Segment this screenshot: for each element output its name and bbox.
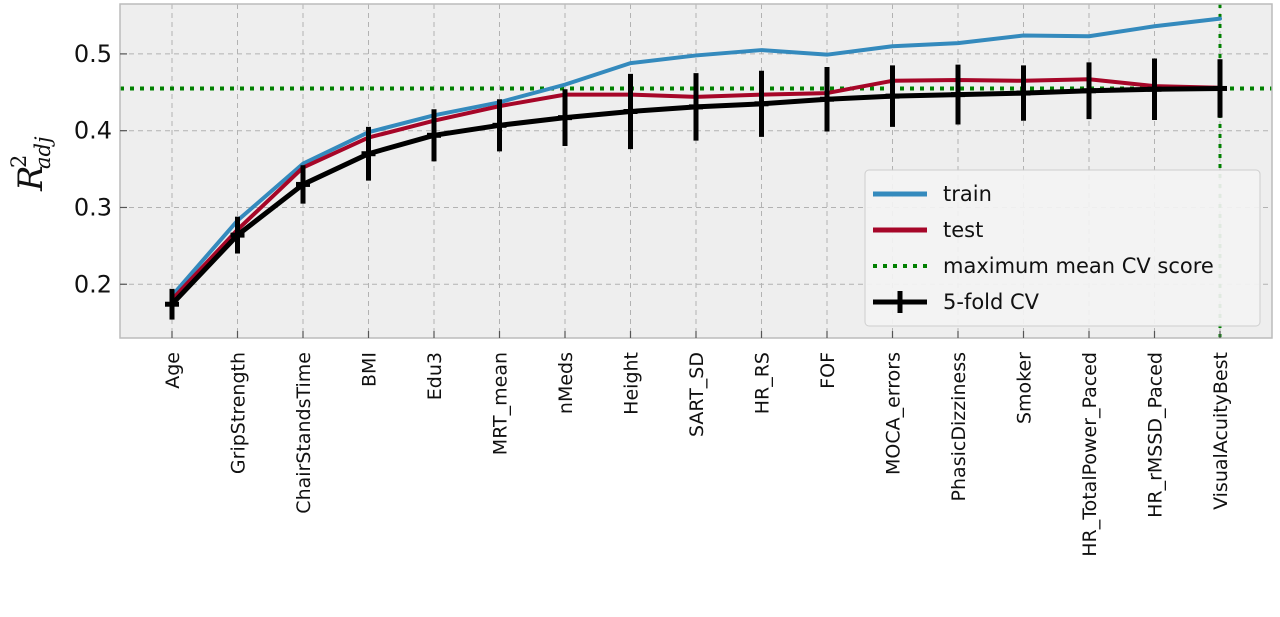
x-tick-label: HR_rMSSD_Paced bbox=[1145, 352, 1167, 518]
y-label-sup: 2 bbox=[7, 155, 31, 168]
legend-label-maximum-mean-cv-score: maximum mean CV score bbox=[943, 254, 1214, 278]
x-tick-label: nMeds bbox=[555, 352, 577, 414]
y-label-main: R bbox=[11, 165, 51, 192]
series-5-fold-cv bbox=[165, 58, 1227, 320]
y-tick-label: 0.2 bbox=[74, 270, 112, 298]
x-tick-label: GripStrength bbox=[228, 352, 250, 474]
x-tick-label: SART_SD bbox=[686, 352, 708, 437]
x-tick-label: Age bbox=[162, 352, 184, 389]
series-train bbox=[170, 16, 1222, 298]
y-tick-label: 0.3 bbox=[74, 193, 112, 221]
legend: train test maximum mean CV score 5-fold CV bbox=[864, 169, 1261, 327]
legend-box bbox=[864, 169, 1261, 327]
x-tick-label: FOF bbox=[817, 352, 839, 389]
x-tick-label: BMI bbox=[359, 352, 381, 387]
x-tick-label: VisualAcuityBest bbox=[1210, 352, 1232, 510]
x-tick-label: Height bbox=[621, 352, 643, 415]
y-tick-label: 0.5 bbox=[74, 40, 112, 68]
x-tick-label: Smoker bbox=[1014, 352, 1036, 424]
x-tick-label: Edu3 bbox=[424, 352, 446, 400]
x-tick-label: HR_RS bbox=[752, 352, 774, 414]
y-label-group: R2 adj bbox=[7, 136, 55, 192]
legend-label-5-fold-cv: 5-fold CV bbox=[943, 290, 1040, 314]
series-line bbox=[170, 16, 1222, 298]
reference-lines bbox=[120, 4, 1272, 338]
y-tick-label: 0.4 bbox=[74, 117, 112, 145]
y-axis-label: R2 adj bbox=[7, 136, 55, 192]
series-layer bbox=[165, 16, 1227, 320]
x-tick-label: PhasicDizziness bbox=[948, 352, 970, 501]
x-tick-label: ChairStandsTime bbox=[293, 352, 315, 514]
x-tick-label: MOCA_errors bbox=[883, 352, 905, 475]
x-tick-label: MRT_mean bbox=[490, 352, 512, 455]
y-label-sub: adj bbox=[31, 136, 55, 169]
legend-label-test: test bbox=[943, 218, 983, 242]
x-tick-label: HR_TotalPower_Paced bbox=[1079, 352, 1101, 557]
legend-label-train: train bbox=[943, 182, 992, 206]
axis-ticks: 0.2 0.3 0.4 0.5 Age GripStrength ChairStandsTi… bbox=[74, 40, 1232, 557]
